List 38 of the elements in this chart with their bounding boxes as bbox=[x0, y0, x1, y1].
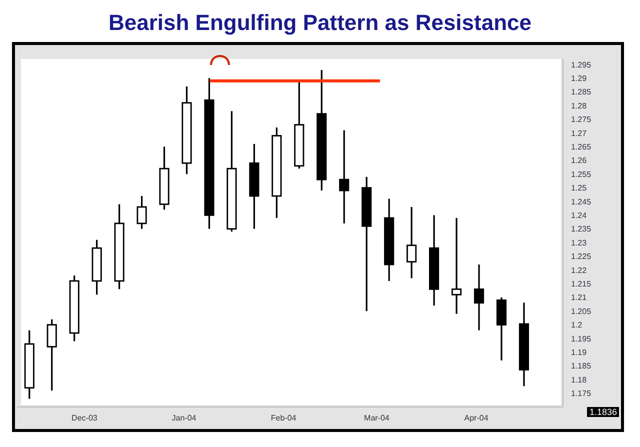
y-tick-label: 1.235 bbox=[571, 224, 592, 234]
x-tick-label: Jan-04 bbox=[172, 414, 197, 423]
x-tick-label: Feb-04 bbox=[270, 414, 297, 423]
y-tick-label: 1.29 bbox=[571, 74, 588, 84]
y-tick-label: 1.195 bbox=[571, 334, 592, 344]
candlestick bbox=[451, 217, 462, 315]
y-tick-label: 1.185 bbox=[571, 362, 592, 371]
candlestick bbox=[474, 264, 484, 332]
y-tick-label: 1.24 bbox=[571, 211, 588, 220]
y-tick-label: 1.18 bbox=[571, 375, 588, 384]
text: 1.1836 bbox=[587, 407, 619, 417]
y-tick-label: 1.25 bbox=[571, 184, 588, 193]
y-tick-label: 1.265 bbox=[571, 142, 592, 152]
x-tick-label: Apr-04 bbox=[464, 414, 489, 423]
y-tick-label: 1.175 bbox=[571, 389, 592, 398]
y-tick-label: 1.285 bbox=[571, 88, 592, 97]
candlestick bbox=[339, 129, 350, 224]
candlestick bbox=[46, 318, 57, 392]
y-tick-label: 1.23 bbox=[571, 238, 588, 248]
y-tick-label: 1.295 bbox=[571, 60, 592, 70]
y-tick-label: 1.255 bbox=[571, 170, 592, 179]
x-tick-label: Mar-04 bbox=[364, 414, 390, 423]
y-tick-label: 1.205 bbox=[571, 306, 592, 316]
x-tick-label: Dec-03 bbox=[72, 414, 98, 423]
chart-title: Bearish Engulfing Pattern as Resistance bbox=[107, 9, 533, 37]
y-tick-label: 1.225 bbox=[571, 252, 592, 262]
y-tick-label: 1.245 bbox=[571, 197, 592, 206]
y-tick-label: 1.275 bbox=[571, 115, 592, 124]
y-tick-label: 1.215 bbox=[571, 280, 592, 289]
y-tick-label: 1.21 bbox=[571, 293, 588, 302]
candlestick bbox=[136, 195, 147, 230]
y-tick-label: 1.2 bbox=[571, 320, 583, 330]
candlestick bbox=[406, 206, 417, 280]
y-tick-label: 1.26 bbox=[571, 156, 588, 166]
y-tick-label: 1.28 bbox=[571, 101, 588, 110]
y-tick-label: 1.19 bbox=[571, 348, 588, 358]
y-tick-label: 1.27 bbox=[571, 128, 588, 138]
y-tick-label: 1.22 bbox=[571, 266, 588, 275]
